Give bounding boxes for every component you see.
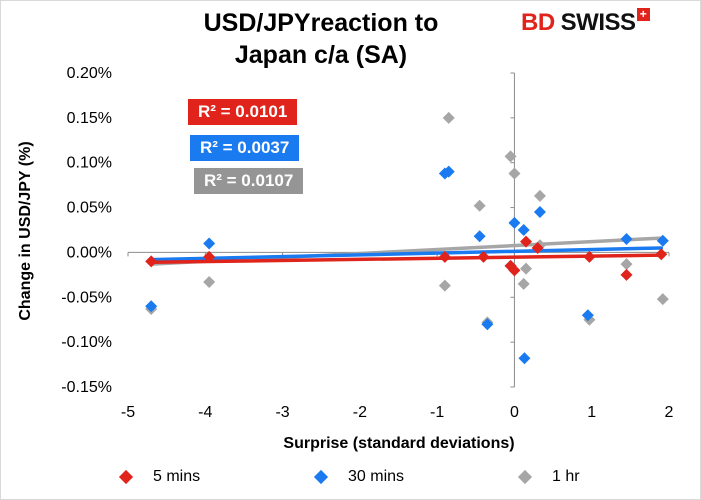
data-point-1-hr: [438, 279, 451, 292]
data-point-5-mins: [145, 255, 158, 268]
data-point-1-hr: [504, 150, 517, 163]
legend-item-5-mins: 5 mins: [118, 466, 201, 488]
data-point-5-mins: [438, 250, 451, 263]
y-tick-label: 0.20%: [67, 65, 112, 82]
data-point-1-hr: [620, 258, 633, 271]
chart-title-line-1: USD/JPYreaction to: [203, 9, 439, 37]
data-point-1-hr: [517, 277, 530, 290]
data-point-30-mins: [518, 352, 531, 365]
data-point-1-hr: [656, 293, 669, 306]
data-point-1-hr: [442, 111, 455, 124]
trendline-5-mins: [149, 253, 664, 265]
trendline-layer: [149, 236, 664, 266]
data-point-30-mins: [620, 232, 633, 245]
y-tick-label: 0.15%: [67, 110, 112, 127]
data-point-5-mins: [655, 248, 668, 261]
y-tick-label: 0.00%: [67, 244, 112, 261]
legend-marker-30-mins: [313, 469, 329, 485]
legend-label-30-mins: 30 mins: [348, 468, 405, 485]
x-tick-label: 2: [665, 404, 674, 421]
chart-title-line-2: Japan c/a (SA): [234, 41, 408, 69]
data-point-5-mins: [203, 250, 216, 263]
y-tick-label: -0.15%: [61, 379, 112, 396]
r-squared-label-30-mins: R² = 0.0037: [190, 135, 300, 161]
data-point-5-mins: [620, 268, 633, 281]
x-tick-label: 0: [510, 404, 519, 421]
x-tick-label: -3: [275, 404, 289, 421]
logo-swiss-text: SWISS: [560, 9, 636, 36]
x-tick-label: -1: [430, 404, 444, 421]
data-point-30-mins: [581, 309, 594, 322]
x-tick-label: -4: [198, 404, 212, 421]
legend-item-30-mins: 30 mins: [313, 466, 405, 488]
legend-label-1-hr: 1 hr: [552, 468, 580, 485]
x-tick-label: 1: [587, 404, 596, 421]
data-point-30-mins: [203, 237, 216, 250]
y-axis-title: Change in USD/JPY (%): [17, 141, 34, 320]
data-point-1-hr: [473, 199, 486, 212]
data-point-30-mins: [533, 206, 546, 219]
r-squared-label-1-hr: R² = 0.0107: [194, 168, 304, 194]
legend-label-5-mins: 5 mins: [153, 468, 201, 485]
bdswiss-logo: BD SWISS +: [521, 8, 650, 36]
data-point-5-mins: [520, 235, 533, 248]
x-tick-label: -5: [121, 404, 135, 421]
legend: 5 mins 30 mins 1 hr: [1, 466, 701, 488]
legend-marker-1-hr: [517, 469, 533, 485]
x-tick-label: -2: [353, 404, 367, 421]
data-point-30-mins: [145, 300, 158, 313]
y-tick-label: -0.05%: [61, 289, 112, 306]
data-point-1-hr: [533, 189, 546, 202]
data-point-30-mins: [517, 224, 530, 236]
y-tick-label: 0.05%: [67, 200, 112, 217]
chart-title: USD/JPYreaction to Japan c/a (SA): [171, 7, 471, 71]
data-point-30-mins: [473, 230, 486, 243]
data-point-5-mins: [477, 250, 490, 263]
data-point-5-mins: [583, 250, 596, 263]
data-point-1-hr: [508, 167, 521, 180]
x-axis-title: Surprise (standard deviations): [283, 435, 514, 452]
data-point-1-hr: [203, 276, 216, 289]
legend-item-1-hr: 1 hr: [517, 466, 580, 488]
trendline-30-mins: [149, 246, 664, 262]
legend-marker-5-mins: [118, 469, 134, 485]
axes-layer: 0.20% 0.15% 0.10% 0.05% 0.00% -0.05% -0.10% -0.…: [61, 65, 673, 421]
data-point-1-hr: [520, 262, 533, 275]
y-tick-label: 0.10%: [67, 155, 112, 172]
logo-bd-text: BD: [521, 9, 555, 36]
data-point-30-mins: [481, 318, 494, 331]
data-point-5-mins: [531, 241, 544, 254]
data-point-30-mins: [508, 216, 521, 229]
data-point-30-mins: [442, 165, 455, 178]
logo-plus-icon: +: [636, 8, 650, 21]
r-squared-label-5-mins: R² = 0.0101: [188, 99, 298, 125]
data-point-30-mins: [656, 234, 669, 247]
point-layer: [145, 111, 669, 365]
y-tick-label: -0.10%: [61, 334, 112, 351]
data-point-5-mins: [508, 264, 521, 277]
